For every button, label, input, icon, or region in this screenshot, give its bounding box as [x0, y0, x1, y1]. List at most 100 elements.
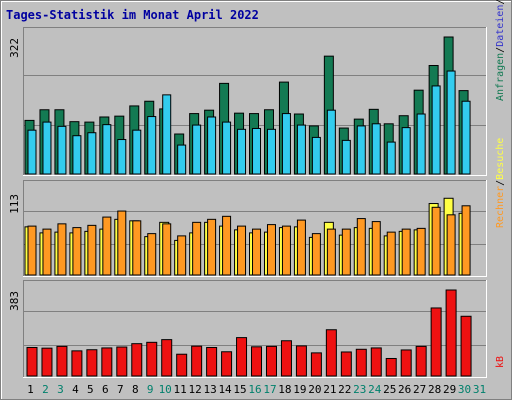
bar-dateien-day-24	[371, 123, 381, 175]
middle-panel: 113 Rechner/Besuche	[8, 138, 506, 277]
chart-title: Tages-Statistik im Monat April 2022	[6, 8, 259, 22]
bar-rechner-day-7	[117, 210, 127, 276]
bar-kb-day-14	[221, 351, 233, 377]
day-label-26: 26	[398, 383, 411, 396]
day-label-15: 15	[233, 383, 246, 396]
bar-rechner-day-14	[222, 215, 232, 276]
bar-rechner-day-2	[42, 228, 52, 276]
day-label-20: 20	[308, 383, 321, 396]
legend-separator: /	[495, 180, 506, 186]
day-label-1: 1	[27, 383, 34, 396]
bar-kb-day-8	[131, 343, 143, 377]
bar-kb-day-9	[146, 341, 158, 377]
day-label-10: 10	[159, 383, 172, 396]
bar-dateien-day-23	[356, 125, 366, 175]
bar-rechner-day-16	[252, 228, 262, 276]
bar-dateien-day-16	[252, 127, 262, 175]
bar-dateien-day-8	[132, 129, 142, 175]
bar-dateien-day-12	[192, 124, 202, 175]
y-max-label: 322	[8, 38, 21, 58]
bar-rechner-day-15	[237, 225, 247, 276]
bar-kb-day-12	[191, 345, 203, 377]
bar-kb-day-22	[340, 351, 352, 377]
day-label-17: 17	[263, 383, 276, 396]
day-label-19: 19	[293, 383, 306, 396]
day-label-7: 7	[117, 383, 124, 396]
bar-kb-day-10	[161, 339, 173, 377]
bar-kb-day-7	[116, 346, 128, 377]
bar-dateien-day-6	[102, 124, 112, 175]
bar-rechner-day-25	[386, 231, 396, 276]
bar-rechner-day-12	[192, 221, 202, 276]
bar-kb-day-24	[370, 347, 382, 377]
bar-dateien-day-30	[461, 100, 471, 175]
bar-rechner-day-23	[356, 218, 366, 276]
bar-kb-day-6	[101, 347, 113, 377]
bar-rechner-day-28	[431, 206, 441, 276]
day-label-30: 30	[458, 383, 471, 396]
bar-kb-day-5	[86, 349, 98, 377]
series-legend: Anfragen/Dateien/Seiten	[495, 0, 506, 101]
bar-kb-day-17	[265, 345, 277, 377]
bar-rechner-day-30	[461, 205, 471, 276]
y-max-label: 383	[8, 291, 21, 311]
bottom-panel: 383 kB	[8, 280, 506, 378]
day-label-5: 5	[87, 383, 94, 396]
bar-kb-day-28	[430, 307, 442, 377]
bar-dateien-day-15	[237, 128, 247, 175]
bar-dateien-day-4	[72, 135, 82, 175]
bar-dateien-day-2	[42, 121, 52, 175]
bar-dateien-day-19	[296, 124, 306, 175]
bar-rechner-day-19	[296, 219, 306, 276]
day-label-13: 13	[203, 383, 216, 396]
bar-dateien-day-13	[207, 116, 217, 175]
bar-rechner-day-22	[341, 228, 351, 276]
bar-rechner-day-4	[72, 227, 82, 276]
bar-kb-day-19	[295, 345, 307, 377]
bar-dateien-day-25	[386, 141, 396, 175]
bar-dateien-day-27	[416, 113, 426, 175]
day-label-11: 11	[174, 383, 187, 396]
day-label-29: 29	[443, 383, 456, 396]
day-label-27: 27	[413, 383, 426, 396]
bar-kb-day-4	[71, 350, 83, 377]
bar-rechner-day-5	[87, 224, 97, 276]
bar-dateien-day-29	[446, 70, 456, 175]
day-label-31: 31	[473, 383, 486, 396]
legend-separator: /	[495, 0, 506, 5]
bar-dateien-day-14	[222, 121, 232, 175]
bar-kb-day-26	[400, 349, 412, 377]
bar-rechner-day-10	[162, 223, 172, 276]
day-label-23: 23	[353, 383, 366, 396]
day-label-4: 4	[72, 383, 79, 396]
bar-kb-day-2	[41, 347, 53, 377]
bar-dateien-day-5	[87, 132, 97, 175]
bar-rechner-day-9	[147, 233, 157, 276]
bar-rechner-day-8	[132, 220, 142, 276]
day-label-12: 12	[189, 383, 202, 396]
bar-kb-day-18	[280, 340, 292, 377]
bar-rechner-day-20	[311, 233, 321, 276]
bar-rechner-day-27	[416, 227, 426, 276]
legend-entry: Anfragen	[495, 53, 506, 101]
bar-dateien-day-1	[27, 129, 37, 175]
bar-dateien-day-9	[147, 116, 157, 175]
series-legend: Rechner/Besuche	[495, 138, 506, 228]
day-label-21: 21	[323, 383, 336, 396]
bar-rechner-day-6	[102, 216, 112, 276]
bar-dateien-day-21	[326, 109, 336, 175]
legend-entry: Dateien	[495, 5, 506, 47]
legend-entry: Besuche	[495, 138, 506, 180]
day-label-16: 16	[248, 383, 261, 396]
bar-kb-day-3	[56, 345, 68, 377]
bar-kb-day-11	[176, 353, 188, 377]
bar-kb-day-23	[355, 348, 367, 377]
bar-dateien-day-18	[281, 113, 291, 175]
bar-rechner-day-13	[207, 218, 217, 276]
bar-kb-day-29	[445, 289, 457, 377]
bar-rechner-day-17	[266, 224, 276, 276]
bar-kb-day-30	[460, 315, 472, 377]
bar-kb-day-20	[310, 352, 322, 377]
bar-dateien-day-10	[162, 94, 172, 175]
day-label-6: 6	[102, 383, 109, 396]
